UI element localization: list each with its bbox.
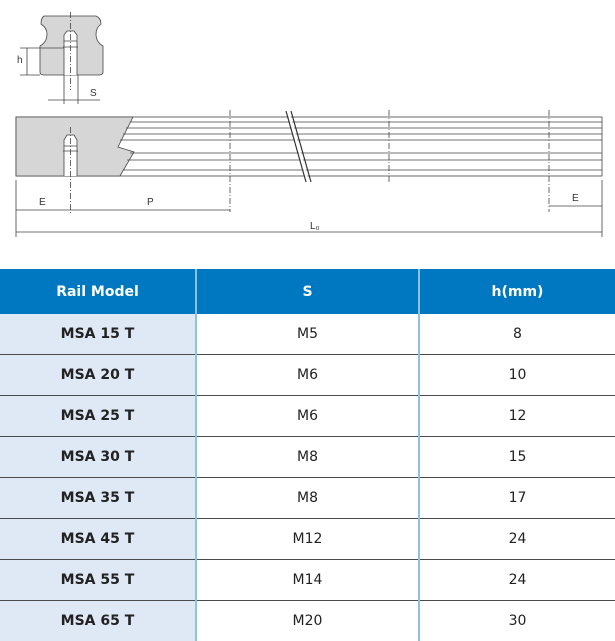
cell-h: 12 [418, 395, 615, 437]
cell-rail-model: MSA 25 T [0, 395, 196, 437]
cell-rail-model: MSA 20 T [0, 354, 196, 396]
label-h: h [17, 55, 23, 66]
cell-rail-model: MSA 15 T [0, 314, 196, 355]
cell-rail-model: MSA 35 T [0, 477, 196, 519]
cell-s: M20 [195, 600, 419, 641]
table-row: MSA 35 T M8 17 [0, 477, 615, 519]
rail-grooves [120, 121, 602, 171]
cell-h: 8 [418, 314, 615, 355]
rail-spec-table: Rail Model S h(mm) MSA 15 T M5 8 MSA 20 T M6… [0, 269, 615, 641]
rail-technical-drawing: h S E P E L₀ [15, 12, 603, 237]
label-s: S [90, 88, 97, 99]
table-row: MSA 15 T M5 8 [0, 314, 615, 355]
table-header-row: Rail Model S h(mm) [0, 269, 615, 314]
header-s: S [195, 269, 419, 314]
cell-h: 24 [418, 559, 615, 601]
cell-rail-model: MSA 55 T [0, 559, 196, 601]
table-row: MSA 55 T M14 24 [0, 559, 615, 601]
cell-rail-model: MSA 30 T [0, 436, 196, 478]
cell-s: M12 [195, 518, 419, 560]
cell-s: M6 [195, 354, 419, 396]
label-e-right: E [572, 193, 579, 204]
table-row: MSA 65 T M20 30 [0, 600, 615, 641]
header-rail-model: Rail Model [0, 269, 196, 314]
cell-rail-model: MSA 65 T [0, 600, 196, 641]
cell-h: 30 [418, 600, 615, 641]
cell-s: M5 [195, 314, 419, 355]
cell-h: 15 [418, 436, 615, 478]
table-row: MSA 30 T M8 15 [0, 436, 615, 478]
label-e-left: E [39, 197, 46, 208]
cell-h: 17 [418, 477, 615, 519]
cell-s: M8 [195, 477, 419, 519]
label-p: P [147, 197, 154, 208]
cell-rail-model: MSA 45 T [0, 518, 196, 560]
cell-s: M14 [195, 559, 419, 601]
table-row: MSA 25 T M6 12 [0, 395, 615, 437]
table-row: MSA 20 T M6 10 [0, 354, 615, 396]
cell-s: M6 [195, 395, 419, 437]
cell-s: M8 [195, 436, 419, 478]
label-l0: L₀ [310, 221, 320, 232]
table-row: MSA 45 T M12 24 [0, 518, 615, 560]
break-mark [285, 110, 312, 183]
header-h: h(mm) [418, 269, 615, 314]
cell-h: 10 [418, 354, 615, 396]
cell-h: 24 [418, 518, 615, 560]
